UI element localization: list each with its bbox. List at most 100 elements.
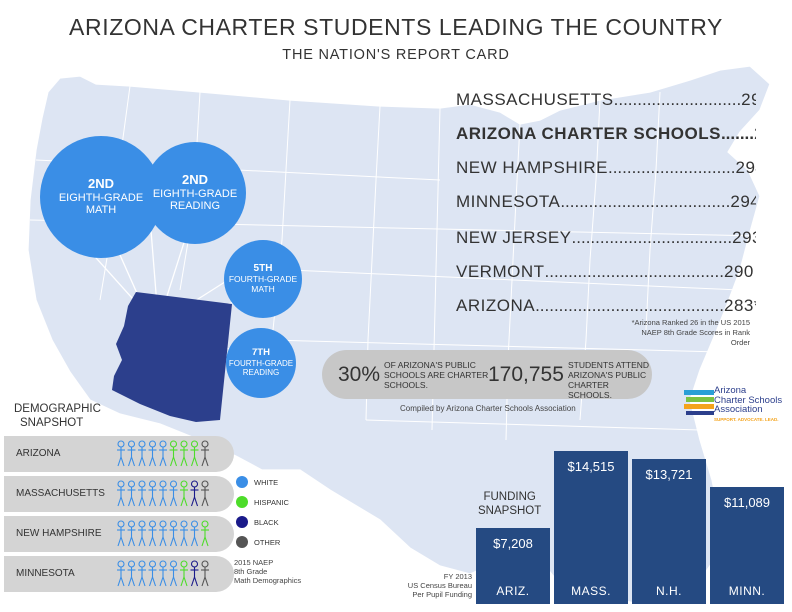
logo-line1: Arizona: [714, 385, 747, 396]
person-hispanic-icon: [180, 560, 188, 587]
legend-label-white: WHITE: [254, 478, 279, 487]
circle-line1: EIGHTH-GRADE: [152, 187, 238, 200]
student-count-text: STUDENTS ATTEND ARIZONA'S PUBLIC CHARTER…: [568, 360, 650, 400]
demo-row-minnesota: MINNESOTA: [4, 556, 234, 592]
demo-note-line1: 2015 NAEP: [234, 558, 274, 567]
person-white-icon: [117, 560, 125, 587]
bar-value-label: $11,089: [723, 495, 771, 510]
ranking-score: 294: [735, 158, 757, 177]
demo-figures: [117, 480, 209, 507]
charter-percent-text: OF ARIZONA'S PUBLIC SCHOOLS ARE CHARTER …: [384, 360, 489, 390]
circle-line1: FOURTH-GRADE: [228, 273, 298, 284]
legend-dot-other: [236, 536, 248, 548]
circle-rank: 7TH: [252, 347, 270, 359]
demo-note-line2: 8th Grade: [234, 567, 268, 576]
ranking-score: 294: [730, 192, 756, 211]
fund-note-line2: US Census Bureau: [407, 581, 472, 590]
person-hispanic-icon: [169, 440, 178, 467]
arizona-shape: [112, 292, 232, 422]
ranking-row-arizona-charter: ARIZONA CHARTER SCHOOLS.......296: [456, 124, 756, 144]
person-white-icon: [169, 480, 178, 507]
ranking-dots: ......................................: [544, 262, 724, 281]
demo-state: ARIZONA: [16, 448, 61, 459]
demo-figures: [117, 560, 209, 587]
ranking-dots: ..................................: [571, 228, 733, 247]
circle-line2: READING: [242, 368, 280, 378]
bar-value-label: $13,721: [645, 467, 693, 482]
person-white-icon: [127, 480, 136, 507]
logo-tagline: SUPPORT. ADVOCATE. LEAD.: [714, 417, 779, 422]
person-white-icon: [117, 440, 125, 467]
ranking-dots: ........................................: [535, 296, 724, 315]
demo-figures: [117, 440, 209, 467]
person-white-icon: [138, 440, 146, 467]
stats-box: 30% OF ARIZONA'S PUBLIC SCHOOLS ARE CHAR…: [322, 350, 652, 400]
ranking-row-minnesota: MINNESOTA...............................…: [456, 192, 756, 212]
person-white-icon: [159, 480, 167, 507]
funding-bar: $14,515 MASS.: [554, 451, 628, 604]
demo-row-massachusetts: MASSACHUSETTS: [4, 476, 234, 512]
page-title: ARIZONA CHARTER STUDENTS LEADING THE COU…: [69, 14, 723, 40]
logo-mark-icon: [684, 390, 714, 415]
ranking-score: 293: [732, 228, 756, 247]
person-other-icon: [201, 560, 209, 587]
compiled-by: Compiled by Arizona Charter Schools Asso…: [400, 404, 576, 413]
ranking-row-new-hampshire: NEW HAMPSHIRE...........................…: [456, 158, 756, 178]
ranking-row-arizona: ARIZONA.................................…: [456, 296, 756, 316]
demo-row-arizona: ARIZONA: [4, 436, 234, 472]
person-white-icon: [190, 520, 199, 547]
bar-category-label: ARIZ.: [496, 584, 530, 598]
circle-4th-math: 5TH FOURTH-GRADE MATH: [224, 240, 302, 318]
person-black-icon: [190, 560, 199, 587]
legend-dot-black: [236, 516, 248, 528]
student-count: 170,755: [488, 363, 564, 386]
ranking-row-vermont: VERMONT.................................…: [456, 262, 756, 282]
funding-title-line1: FUNDING: [483, 491, 536, 503]
circle-rank: 5TH: [253, 263, 273, 275]
legend-dot-white: [236, 476, 248, 488]
person-white-icon: [138, 520, 146, 547]
person-white-icon: [148, 440, 157, 467]
demo-state: NEW HAMPSHIRE: [16, 528, 102, 539]
person-black-icon: [190, 480, 199, 507]
ranking-row-massachusetts: MASSACHUSETTS...........................…: [456, 90, 756, 110]
person-white-icon: [148, 480, 157, 507]
ranking-dots: ...........................: [607, 158, 736, 177]
funding-bar: $13,721 N.H.: [632, 459, 706, 604]
person-white-icon: [148, 520, 157, 547]
fund-note-line3: Per Pupil Funding: [412, 590, 472, 599]
legend-label-black: BLACK: [254, 518, 279, 527]
bar-category-label: N.H.: [656, 584, 682, 598]
bar-value-label: $7,208: [493, 536, 533, 551]
person-white-icon: [117, 480, 125, 507]
bar-category-label: MASS.: [571, 584, 611, 598]
funding-title-line2: SNAPSHOT: [478, 505, 542, 517]
demographic-title: DEMOGRAPHIC SNAPSHOT: [14, 402, 101, 430]
person-white-icon: [127, 440, 136, 467]
ranking-name: MASSACHUSETTS: [456, 90, 614, 109]
person-white-icon: [169, 520, 178, 547]
demo-row-new-hampshire: NEW HAMPSHIRE: [4, 516, 234, 552]
person-white-icon: [159, 560, 167, 587]
ranking-name: ARIZONA CHARTER SCHOOLS: [456, 124, 721, 143]
page-subtitle: THE NATION'S REPORT CARD: [282, 47, 510, 63]
legend-label-other: OTHER: [254, 538, 281, 547]
person-white-icon: [138, 480, 146, 507]
ranking-name: NEW HAMPSHIRE: [456, 158, 608, 177]
person-white-icon: [117, 520, 125, 547]
person-white-icon: [127, 560, 136, 587]
person-white-icon: [169, 560, 178, 587]
ranking-dots: ...........................: [613, 90, 742, 109]
person-hispanic-icon: [201, 520, 209, 547]
demo-state: MASSACHUSETTS: [16, 488, 105, 499]
person-hispanic-icon: [180, 480, 188, 507]
person-hispanic-icon: [180, 440, 188, 467]
demographic-title-line1: DEMOGRAPHIC: [14, 403, 101, 415]
legend-dot-hispanic: [236, 496, 248, 508]
person-other-icon: [201, 480, 209, 507]
person-white-icon: [159, 440, 167, 467]
funding-bar-chart: $7,208 ARIZ. $14,515 MASS. $13,721 N.H. $11,08…: [476, 440, 792, 604]
circle-8th-math: 2ND EIGHTH-GRADE MATH: [40, 136, 162, 258]
circle-line2: MATH: [85, 204, 117, 217]
bar-category-label: MINN.: [728, 584, 766, 598]
